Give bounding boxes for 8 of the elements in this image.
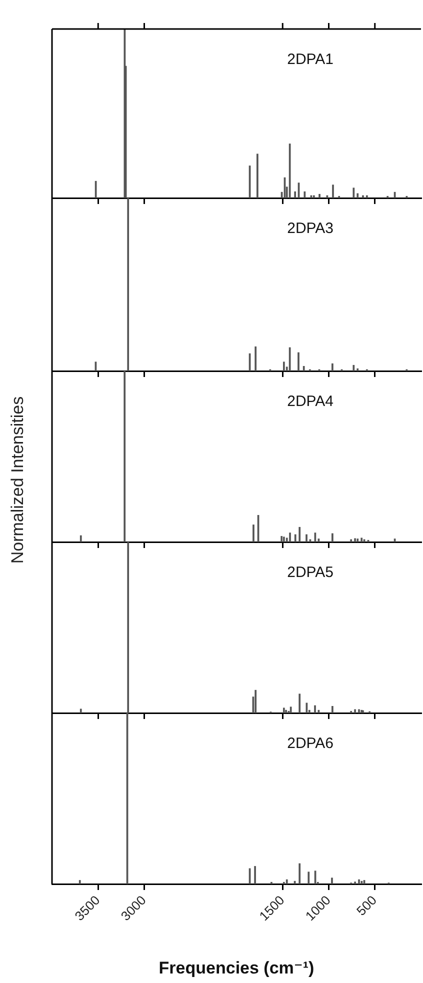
text: 2DPA5 [287,564,334,582]
y-axis-title: Normalized Intensities [8,396,28,564]
x-tick-label: 500 [354,892,380,919]
text: 2DPA1 [287,51,334,68]
text: 2DPA4 [287,393,334,410]
text: 2DPA3 [287,220,334,238]
text: 2DPA6 [287,735,334,752]
x-axis-title: Frequencies (cm⁻¹) [158,958,314,978]
